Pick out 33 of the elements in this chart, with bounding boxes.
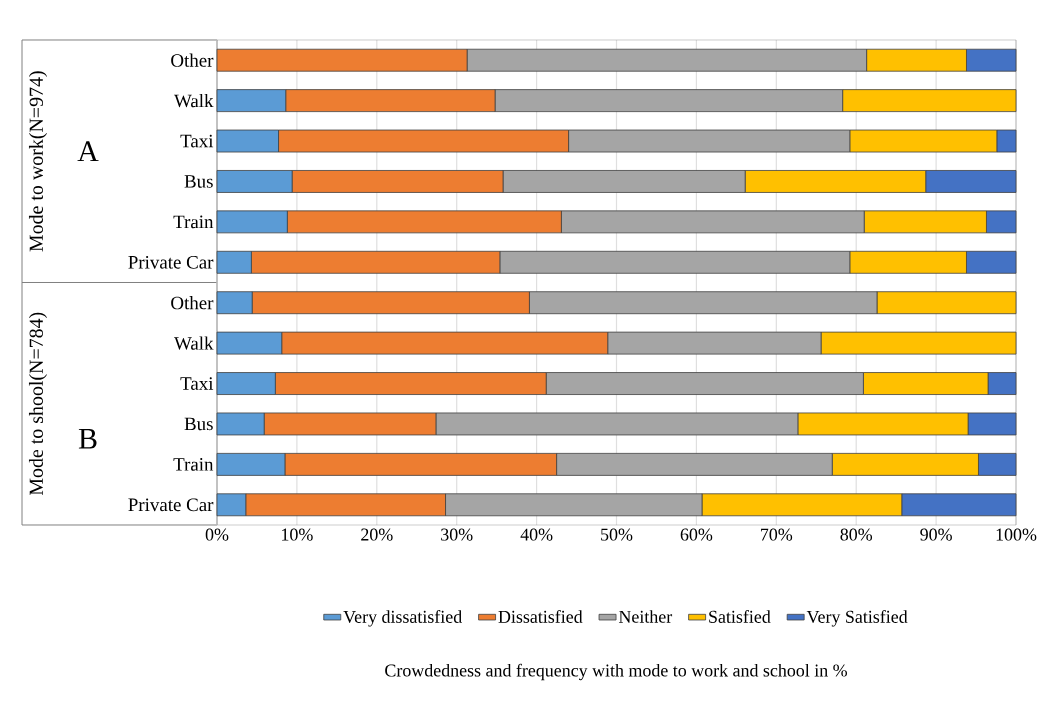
y-tick-label: Private Car bbox=[128, 498, 214, 512]
text: Crowdedness and frequency with mode to work and school in % bbox=[385, 663, 847, 681]
x-tick-label: 30% bbox=[441, 528, 473, 541]
x-tick-label: 100% bbox=[996, 528, 1037, 541]
y-tick-label: Walk bbox=[174, 336, 214, 350]
x-tick-label: 50% bbox=[601, 528, 633, 541]
legend-label: Very Satisfied bbox=[806, 610, 908, 627]
y-tick-label: Private Car bbox=[128, 255, 214, 269]
legend-label: Satisfied bbox=[709, 610, 771, 623]
y-tick-label: Bus bbox=[184, 175, 213, 188]
legend-label: Very dissatisfied bbox=[343, 610, 462, 627]
text: A bbox=[77, 141, 99, 162]
x-tick-label: 60% bbox=[680, 528, 713, 541]
x-tick-label: 80% bbox=[840, 528, 873, 541]
x-tick-label: 90% bbox=[920, 528, 952, 541]
text: B bbox=[78, 428, 97, 449]
legend-label: Dissatisfied bbox=[498, 610, 583, 623]
legend-label: Neither bbox=[618, 610, 673, 623]
y-tick-label: Walk bbox=[174, 93, 214, 108]
y-tick-label: Bus bbox=[184, 417, 213, 431]
x-tick-label: 40% bbox=[520, 528, 553, 541]
text: Mode to shool(N=784) bbox=[28, 312, 48, 496]
y-tick-label: Other bbox=[171, 296, 214, 310]
text: Mode to work(N=974) bbox=[28, 71, 48, 252]
x-tick-label: 10% bbox=[282, 528, 313, 541]
y-tick-label: Taxi bbox=[180, 377, 214, 390]
y-tick-label: Taxi bbox=[180, 134, 214, 148]
x-tick-label: 70% bbox=[761, 528, 793, 541]
y-tick-label: Train bbox=[173, 458, 214, 471]
y-tick-label: Other bbox=[171, 53, 214, 67]
y-tick-label: Train bbox=[173, 215, 214, 229]
x-tick-label: 0% bbox=[205, 528, 229, 541]
x-tick-label: 20% bbox=[361, 528, 393, 541]
